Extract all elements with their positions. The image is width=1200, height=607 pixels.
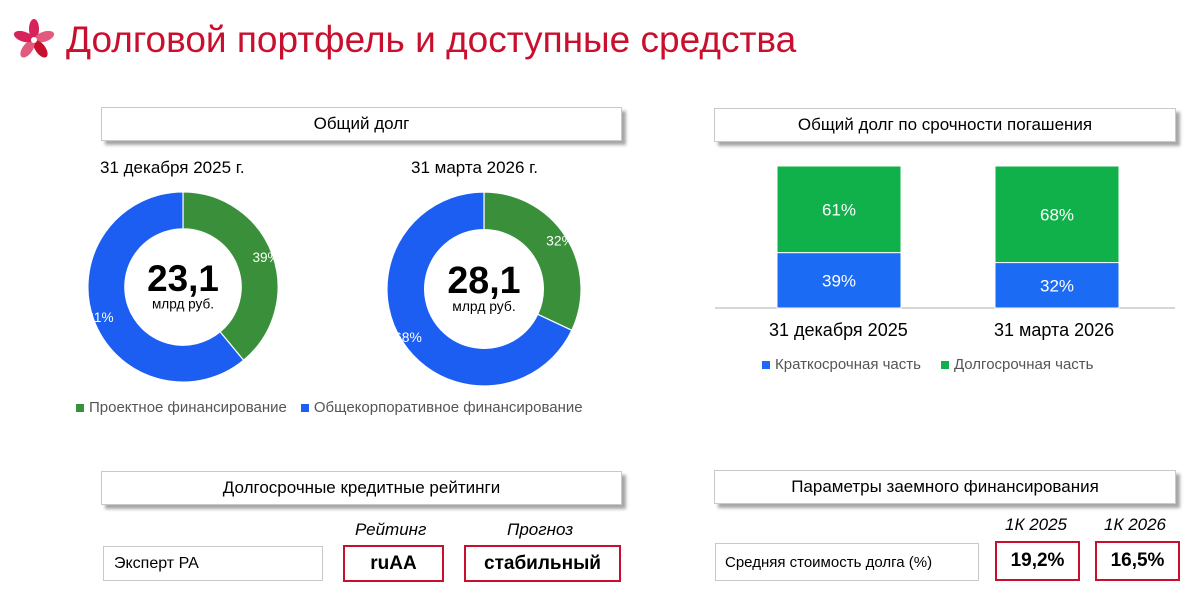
q1-2025-column-header: 1К 2025	[1005, 515, 1068, 534]
bar-segment-long-term	[994, 165, 1120, 264]
outlook-column-header: Прогноз	[507, 520, 574, 539]
donut-slice-0	[483, 191, 582, 332]
donut-center-value: 28,1	[447, 259, 520, 301]
q1-2026-column-header: 1К 2026	[1104, 515, 1167, 534]
donut-slice-1	[87, 191, 245, 383]
bar-segment-short-term	[994, 262, 1120, 309]
legend-swatch-corporate	[300, 403, 309, 412]
metric-value-q1-2026: 16,5%	[1095, 541, 1180, 581]
bar-data-label: 39%	[822, 271, 856, 290]
bar-category-label: 31 декабря 2025	[769, 320, 908, 340]
bar-legend: Краткосрочная часть Долгосрочная часть	[762, 356, 1093, 373]
donut-2-title: 31 марта 2026 г.	[411, 158, 539, 177]
bar-data-label: 68%	[1040, 205, 1074, 224]
donut-1-title: 31 декабря 2025 г.	[100, 158, 245, 177]
bar-segment-short-term	[776, 252, 902, 309]
section-header-ratings: Долгосрочные кредитные рейтинги	[101, 471, 622, 505]
donut-slice-label: 68%	[394, 329, 422, 345]
legend-swatch-long-term	[940, 360, 949, 369]
company-logo	[13, 19, 55, 58]
outlook-value-cell: стабильный	[464, 545, 621, 582]
section-header-params: Параметры заемного финансирования	[714, 470, 1176, 504]
donut-slice-label: 39%	[252, 250, 279, 265]
page-title: Долговой портфель и доступные средства	[66, 19, 797, 60]
rating-column-header: Рейтинг	[355, 520, 427, 539]
metric-label-cell: Средняя стоимость долга (%)	[715, 543, 979, 581]
section-header-total-debt: Общий долг	[101, 107, 622, 141]
legend-label-corporate: Общекорпоративное финансирование	[313, 399, 583, 416]
donut-slice-0	[182, 191, 279, 362]
donut-center-value: 23,1	[147, 258, 219, 299]
donut-center-unit: млрд руб.	[152, 296, 214, 311]
bar-segment-long-term	[776, 165, 902, 254]
bar-data-label: 32%	[1040, 276, 1074, 295]
metric-value-q1-2025: 19,2%	[995, 541, 1080, 581]
legend-label-project: Проектное финансирование	[89, 399, 287, 416]
rating-agency-cell: Эксперт РА	[103, 546, 323, 581]
legend-label-short-term: Краткосрочная часть	[775, 356, 921, 373]
donut-legend: Проектное финансирование Общекорпоративн…	[76, 399, 583, 416]
bar-category-label: 31 марта 2026	[994, 320, 1115, 340]
bar-data-label: 61%	[822, 200, 856, 219]
legend-swatch-project	[76, 403, 84, 412]
legend-label-long-term: Долгосрочная часть	[953, 356, 1094, 373]
donut-slice-label: 32%	[546, 233, 574, 249]
section-header-maturity: Общий долг по срочности погашения	[714, 108, 1176, 142]
donut-slice-label: 61%	[86, 310, 113, 325]
maturity-bar-chart: 39% 61% 32% 68%	[715, 165, 1175, 309]
rating-value-cell: ruAA	[343, 545, 444, 582]
donut-slice-1	[386, 191, 573, 387]
donut-center-unit: млрд руб.	[452, 298, 515, 314]
legend-swatch-short-term	[762, 360, 770, 369]
